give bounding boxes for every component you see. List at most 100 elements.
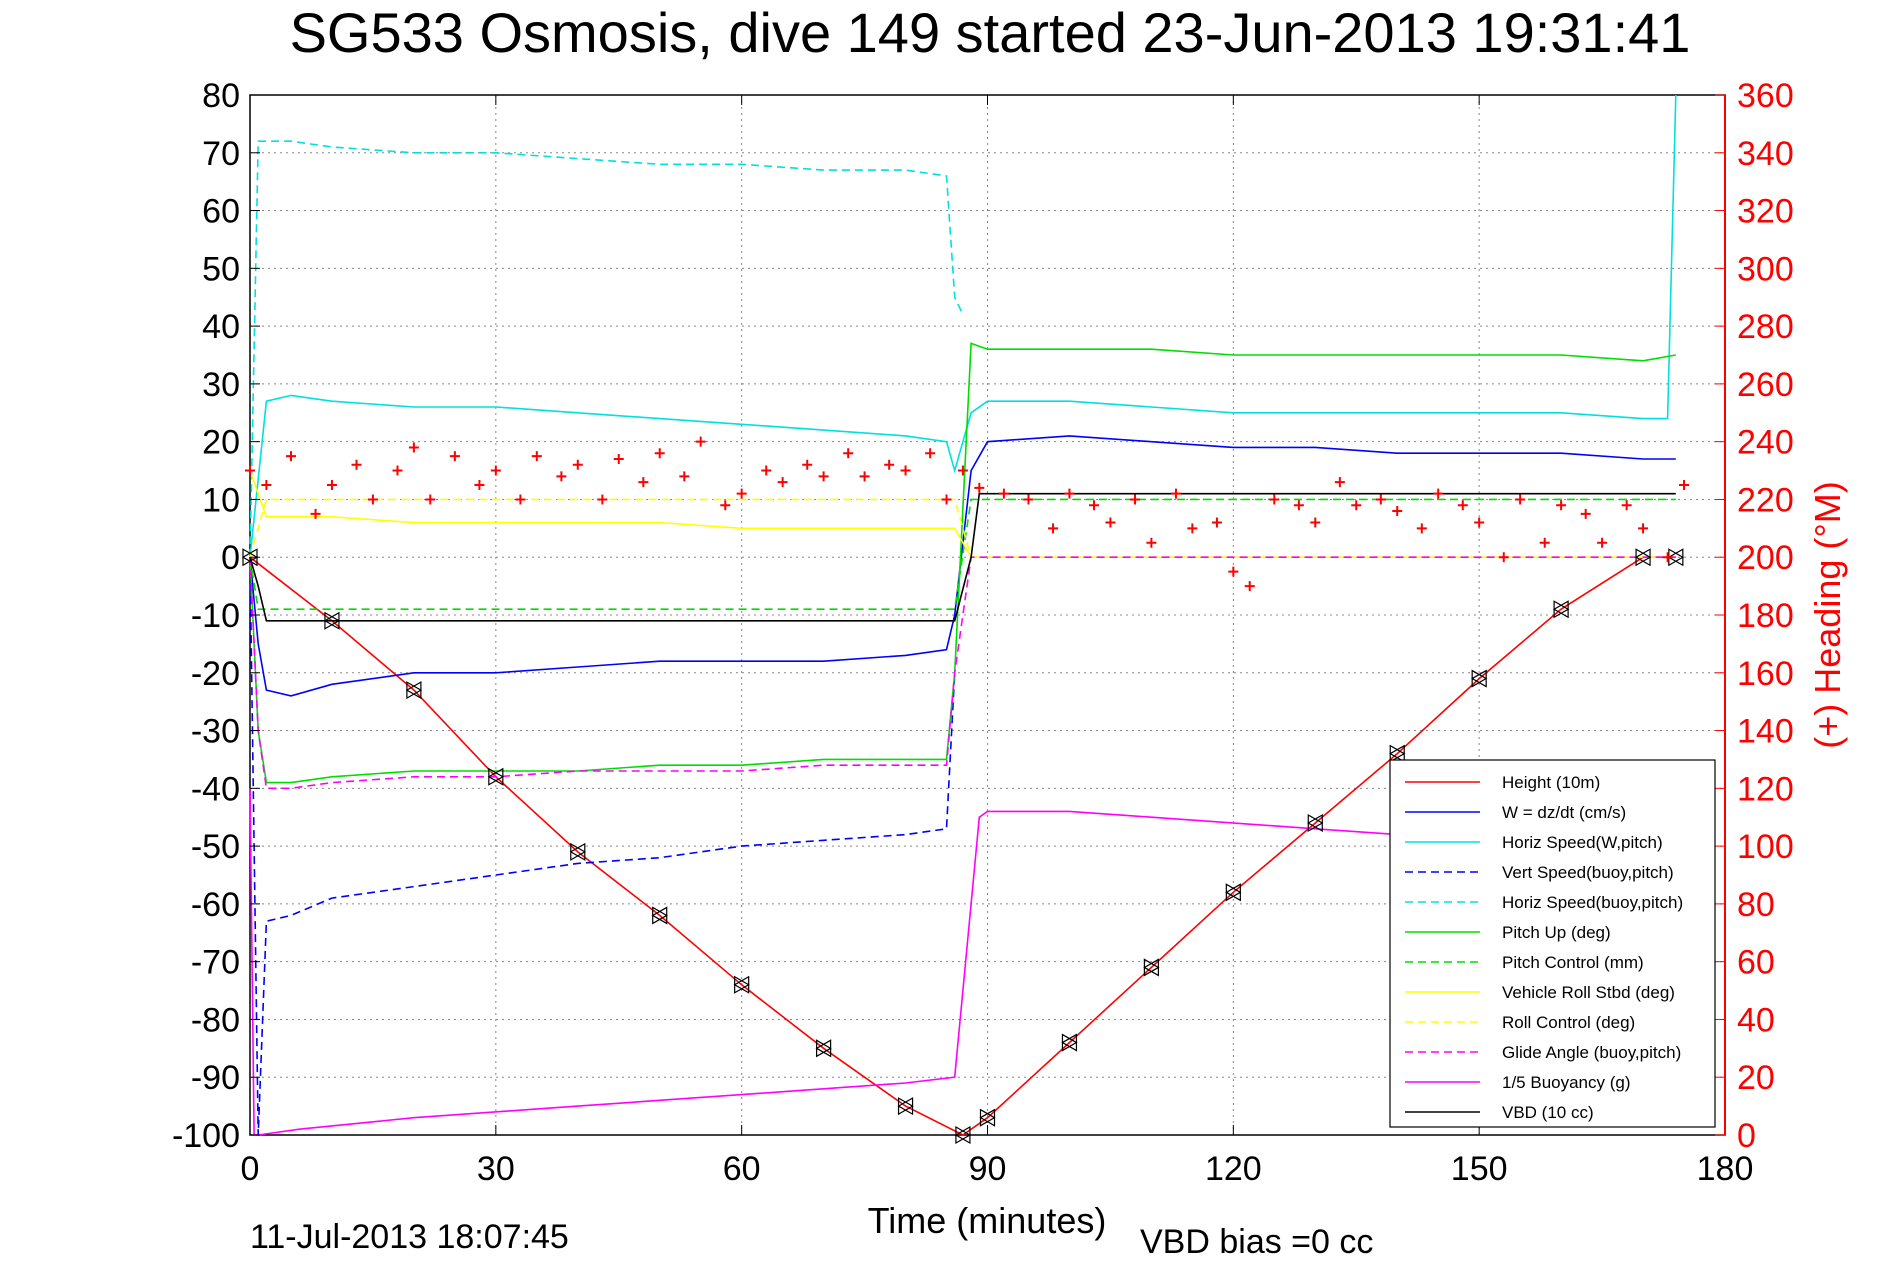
x-tick-label: 120 xyxy=(1205,1150,1262,1188)
legend-label: W = dz/dt (cm/s) xyxy=(1502,803,1626,822)
heading-point xyxy=(736,488,747,499)
heading-point xyxy=(1334,477,1345,488)
heading-point xyxy=(1310,517,1321,528)
height-point xyxy=(1470,669,1488,688)
y-tick-label: 50 xyxy=(202,250,240,288)
y2-tick-label: 320 xyxy=(1737,193,1794,231)
heading-point xyxy=(613,454,624,464)
y-tick-label: 40 xyxy=(202,308,240,346)
legend-label: Horiz Speed(W,pitch) xyxy=(1502,833,1663,852)
heading-point xyxy=(1457,500,1468,511)
series-line-horiz-speed-w-pitch xyxy=(249,94,1677,558)
heading-point xyxy=(1515,494,1526,505)
heading-point xyxy=(900,465,911,476)
heading-point xyxy=(515,494,526,505)
heading-point xyxy=(1187,523,1198,534)
legend-label: Vert Speed(buoy,pitch) xyxy=(1502,863,1674,882)
heading-point xyxy=(1228,566,1239,577)
heading-point xyxy=(1433,488,1444,499)
y2-tick-label: 180 xyxy=(1737,597,1794,635)
chart-title: SG533 Osmosis, dive 149 started 23-Jun-2… xyxy=(290,1,1691,64)
heading-point xyxy=(1105,517,1116,528)
x-tick-label: 180 xyxy=(1697,1150,1754,1188)
heading-point xyxy=(531,451,542,462)
y-tick-label: -30 xyxy=(191,713,240,751)
height-point xyxy=(954,1125,972,1145)
heading-point xyxy=(638,477,649,488)
heading-point xyxy=(1556,500,1567,511)
x-tick-label: 90 xyxy=(969,1150,1007,1188)
y2-tick-label: 340 xyxy=(1737,135,1794,173)
series-line-pitch-up-deg xyxy=(249,342,1676,784)
heading-point xyxy=(1244,581,1255,592)
y-tick-label: -90 xyxy=(191,1059,240,1097)
y-tick-label: 10 xyxy=(202,481,240,519)
heading-point xyxy=(1679,480,1690,490)
y2-tick-label: 40 xyxy=(1737,1001,1775,1039)
x-tick-label: 0 xyxy=(241,1150,260,1188)
heading-point xyxy=(859,471,870,482)
legend: Height (10m) W = dz/dt (cm/s) Horiz Speed(… xyxy=(1389,759,1716,1128)
height-point xyxy=(1307,813,1324,833)
heading-marker-layer xyxy=(245,436,1690,592)
height-point xyxy=(979,1108,996,1127)
heading-point xyxy=(408,442,419,453)
series-line-roll-control-deg xyxy=(249,498,1676,559)
y-tick-label: 80 xyxy=(202,77,240,115)
legend-label: Pitch Control (mm) xyxy=(1502,953,1644,972)
y2-tick-label: 260 xyxy=(1737,366,1794,404)
y-tick-label: -10 xyxy=(191,597,240,635)
heading-point xyxy=(695,436,706,447)
series-line-horiz-speed-buoy-pitch xyxy=(249,140,964,558)
heading-point xyxy=(392,465,403,476)
series-layer xyxy=(249,94,1677,1136)
heading-point xyxy=(1416,523,1427,534)
legend-label: Height (10m) xyxy=(1502,773,1600,792)
heading-point xyxy=(720,500,731,511)
legend-label: Pitch Up (deg) xyxy=(1502,923,1611,942)
y2-tick-label: 100 xyxy=(1737,828,1794,866)
legend-label: Vehicle Roll Stbd (deg) xyxy=(1502,983,1675,1002)
height-point xyxy=(405,681,423,700)
y-tick-label: -20 xyxy=(191,655,240,693)
heading-point xyxy=(1130,494,1140,505)
heading-point xyxy=(1064,488,1075,499)
x-axis-label: Time (minutes) xyxy=(868,1200,1107,1241)
heading-point xyxy=(1146,537,1157,548)
y-tick-label: 20 xyxy=(202,424,240,462)
heading-point xyxy=(925,448,936,459)
y2-tick-label: 80 xyxy=(1737,886,1775,924)
height-marker-layer xyxy=(241,548,1685,1145)
legend-box xyxy=(1389,759,1716,1128)
heading-point xyxy=(1048,523,1059,534)
heading-point xyxy=(1089,500,1100,511)
legend-label: Horiz Speed(buoy,pitch) xyxy=(1502,893,1683,912)
heading-point xyxy=(326,480,337,490)
heading-point xyxy=(777,477,788,488)
y2-tick-label: 140 xyxy=(1737,713,1794,751)
height-point xyxy=(897,1097,914,1116)
height-point xyxy=(1143,958,1160,977)
heading-point xyxy=(761,465,772,476)
heading-point xyxy=(261,480,272,490)
y-tick-label: 70 xyxy=(202,135,240,173)
heading-point xyxy=(425,494,436,505)
heading-point xyxy=(957,465,968,476)
y2-tick-label: 280 xyxy=(1737,308,1794,346)
height-point xyxy=(815,1039,832,1058)
heading-point xyxy=(1211,517,1222,528)
y2-axis-ticks: 0 20 40 60 80 100 120 140 160 180 200 220 240 260 280 3… xyxy=(1715,77,1794,1155)
series-line-vbd-10-cc xyxy=(249,492,1676,622)
height-point xyxy=(1634,548,1652,567)
height-point xyxy=(323,611,341,630)
x-tick-label: 150 xyxy=(1451,1150,1508,1188)
legend-label: VBD (10 cc) xyxy=(1502,1103,1594,1122)
heading-point xyxy=(1023,494,1034,505)
heading-point xyxy=(1269,494,1280,505)
heading-point xyxy=(1170,488,1181,499)
heading-point xyxy=(998,488,1009,499)
y2-tick-label: 0 xyxy=(1737,1117,1756,1155)
y-tick-label: -100 xyxy=(172,1117,240,1155)
height-point xyxy=(1389,744,1406,763)
y-tick-label: -50 xyxy=(191,828,240,866)
